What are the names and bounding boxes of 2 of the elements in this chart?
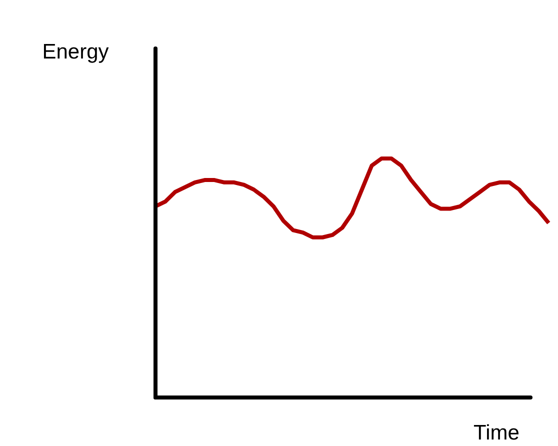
y-axis-title: Energy — [42, 40, 110, 64]
x-axis-title: Time — [474, 422, 520, 444]
